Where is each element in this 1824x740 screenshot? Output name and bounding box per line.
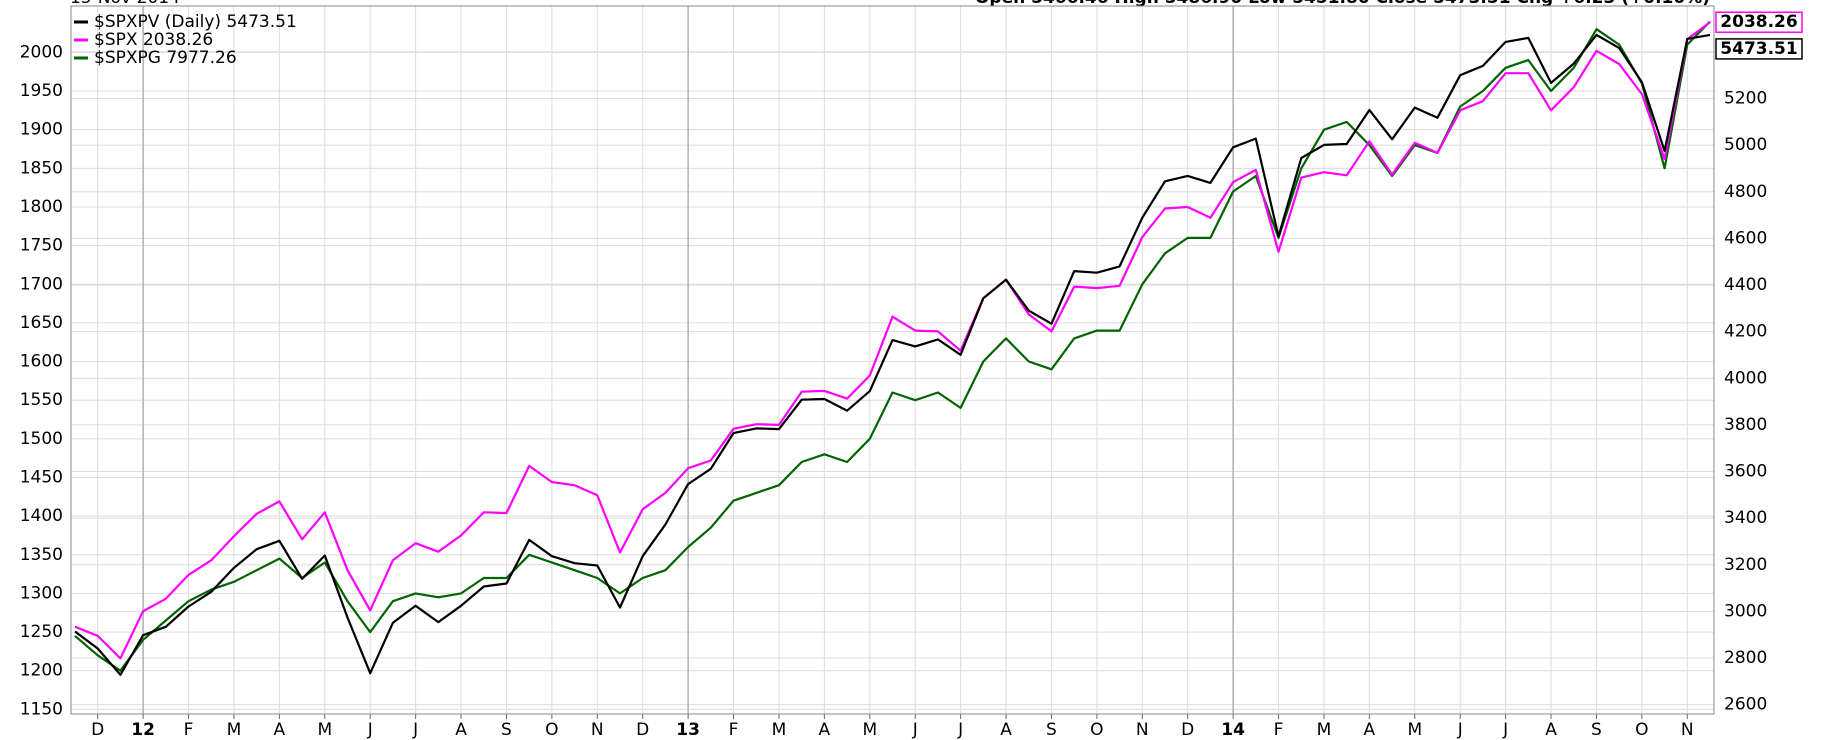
y-tick-label: 1200 bbox=[20, 661, 63, 681]
x-tick-label: J bbox=[367, 720, 373, 740]
y2-tick-label: 4400 bbox=[1724, 275, 1767, 295]
y2-tick-label: 3200 bbox=[1724, 555, 1767, 575]
x-tick-label: A bbox=[274, 720, 286, 740]
y2-tick-label: 3600 bbox=[1724, 462, 1767, 482]
y2-tick-label: 4800 bbox=[1724, 182, 1767, 202]
y-tick-label: 1650 bbox=[20, 313, 63, 333]
y2-tick-label: 2800 bbox=[1724, 648, 1767, 668]
legend-label: $SPXPV (Daily) 5473.51 bbox=[94, 12, 297, 32]
y2-tick-label: 4600 bbox=[1724, 228, 1767, 248]
x-tick-label: F bbox=[729, 720, 739, 740]
x-tick-label: A bbox=[819, 720, 831, 740]
x-tick-label: 13 bbox=[676, 720, 700, 740]
y-tick-label: 1450 bbox=[20, 467, 63, 487]
y-tick-label: 1350 bbox=[20, 545, 63, 565]
x-tick-label: M bbox=[772, 720, 787, 740]
x-tick-label: M bbox=[227, 720, 242, 740]
x-tick-label: M bbox=[317, 720, 332, 740]
x-tick-label: O bbox=[545, 720, 558, 740]
y2-tick-label: 3000 bbox=[1724, 601, 1767, 621]
y-tick-label: 1400 bbox=[20, 506, 63, 526]
y2-tick-label: 5200 bbox=[1724, 89, 1767, 109]
x-tick-label: F bbox=[184, 720, 194, 740]
y-tick-label: 1150 bbox=[20, 699, 63, 719]
x-tick-label: D bbox=[1181, 720, 1194, 740]
x-tick-label: 12 bbox=[131, 720, 155, 740]
end-badge bbox=[1715, 11, 1803, 33]
x-tick-label: A bbox=[1000, 720, 1012, 740]
x-tick-label: A bbox=[455, 720, 467, 740]
x-tick-label: M bbox=[862, 720, 877, 740]
legend-label: $SPXPG 7977.26 bbox=[94, 48, 237, 68]
y-tick-label: 1950 bbox=[20, 81, 63, 101]
y-tick-label: 1250 bbox=[20, 622, 63, 642]
y-tick-label: 2000 bbox=[20, 42, 63, 62]
y2-tick-label: 5000 bbox=[1724, 135, 1767, 155]
x-tick-label: F bbox=[1274, 720, 1284, 740]
x-tick-label: J bbox=[412, 720, 418, 740]
x-tick-label: A bbox=[1545, 720, 1557, 740]
y2-tick-label: 3800 bbox=[1724, 415, 1767, 435]
y2-tick-label: 2600 bbox=[1724, 695, 1767, 715]
y-tick-label: 1750 bbox=[20, 236, 63, 256]
x-tick-label: S bbox=[1046, 720, 1057, 740]
y-tick-label: 1600 bbox=[20, 352, 63, 372]
legend-label: $SPX 2038.26 bbox=[94, 30, 213, 50]
x-tick-label: O bbox=[1090, 720, 1103, 740]
x-tick-label: N bbox=[1136, 720, 1149, 740]
x-tick-label: J bbox=[1502, 720, 1508, 740]
x-tick-label: D bbox=[636, 720, 649, 740]
x-tick-label: N bbox=[591, 720, 604, 740]
y-tick-label: 1300 bbox=[20, 583, 63, 603]
x-tick-label: M bbox=[1407, 720, 1422, 740]
header-date: 15-Nov-2014 bbox=[70, 0, 180, 8]
series-line bbox=[74, 33, 1711, 676]
header-quote: Open 5466.46 High 5486.90 Low 5451.80 Cl… bbox=[975, 0, 1710, 8]
y-tick-label: 1850 bbox=[20, 158, 63, 178]
y-tick-label: 1500 bbox=[20, 429, 63, 449]
y-tick-label: 1800 bbox=[20, 197, 63, 217]
x-tick-label: D bbox=[91, 720, 104, 740]
x-tick-label: N bbox=[1681, 720, 1694, 740]
x-tick-label: J bbox=[957, 720, 963, 740]
y-tick-label: 1550 bbox=[20, 390, 63, 410]
x-tick-label: S bbox=[501, 720, 512, 740]
x-tick-label: J bbox=[1457, 720, 1463, 740]
x-tick-label: J bbox=[912, 720, 918, 740]
series-line bbox=[74, 21, 1711, 660]
plot-area bbox=[71, 6, 1714, 714]
y2-tick-label: 3400 bbox=[1724, 508, 1767, 528]
x-tick-label: O bbox=[1635, 720, 1648, 740]
x-tick-label: S bbox=[1591, 720, 1602, 740]
y2-tick-label: 4200 bbox=[1724, 322, 1767, 342]
y2-tick-label: 4000 bbox=[1724, 368, 1767, 388]
end-badge bbox=[1715, 38, 1803, 60]
y-tick-label: 1900 bbox=[20, 120, 63, 140]
y-tick-label: 1700 bbox=[20, 274, 63, 294]
plot-border bbox=[70, 5, 1715, 715]
x-tick-label: A bbox=[1364, 720, 1376, 740]
x-tick-label: M bbox=[1317, 720, 1332, 740]
end-label: 2038.26 bbox=[1720, 12, 1797, 32]
x-tick-label: 14 bbox=[1221, 720, 1245, 740]
end-label: 5473.51 bbox=[1720, 39, 1797, 59]
